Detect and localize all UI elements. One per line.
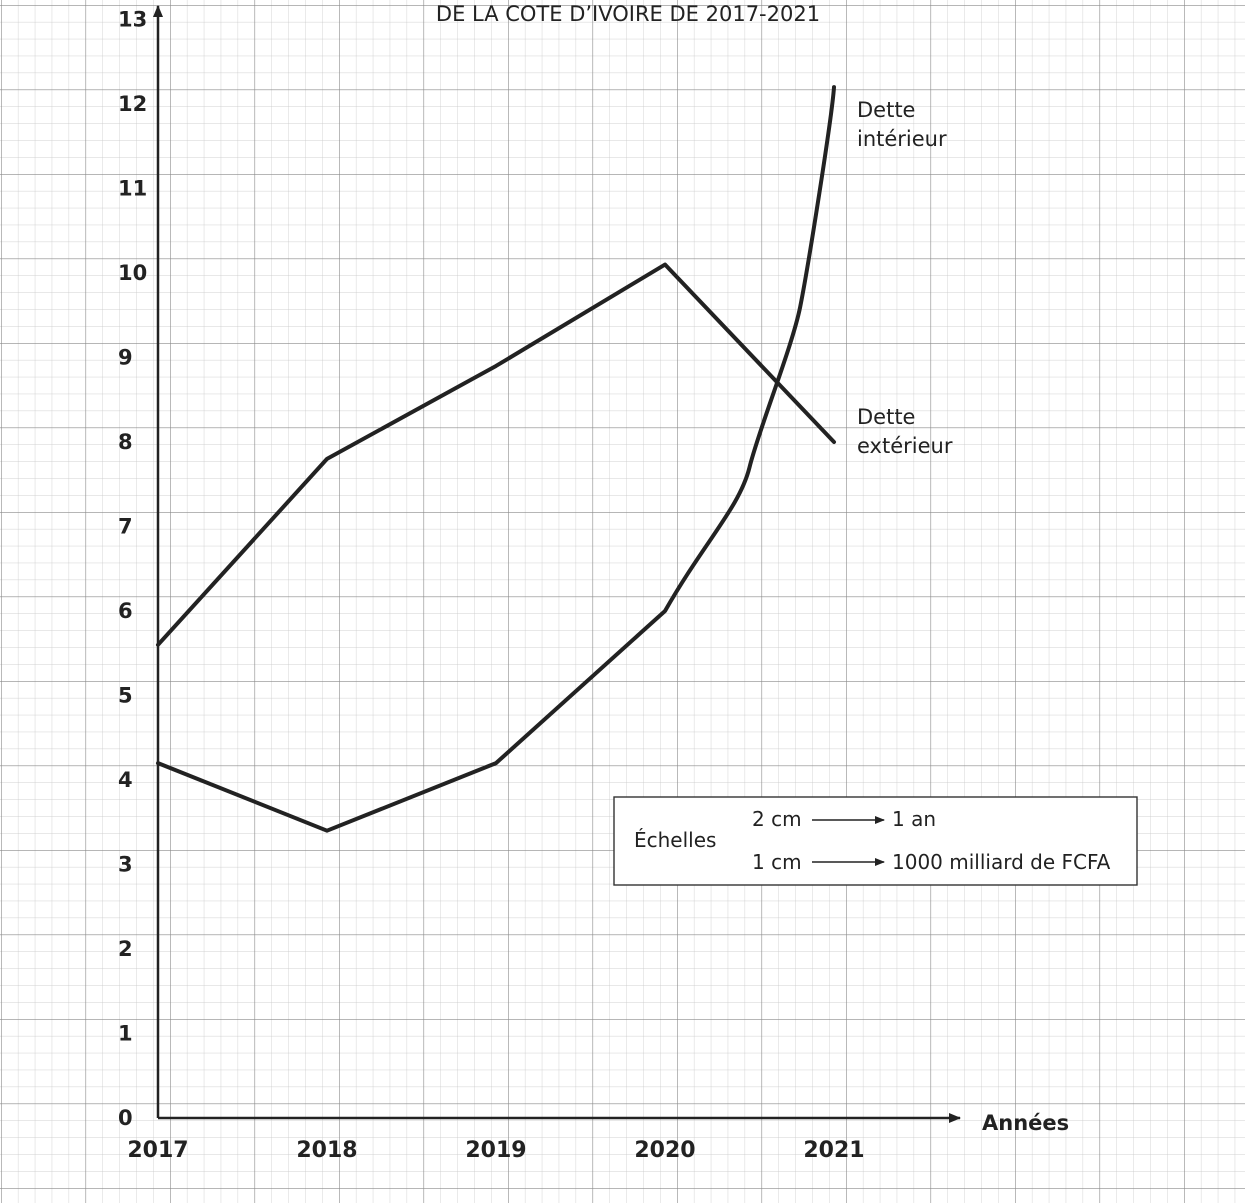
series-line-dette-exterieur	[156, 262, 836, 647]
y-tick-label: 13	[118, 8, 147, 32]
x-tick-label: 2019	[465, 1138, 526, 1163]
y-tick-label: 0	[118, 1106, 133, 1130]
series-line-dette-interieur	[156, 85, 836, 833]
series-label: Dette	[857, 405, 915, 429]
y-tick-label: 12	[118, 92, 147, 116]
scale-box: Échelles 2 cm 1 an 1 cm 1000 milliard de…	[613, 796, 1138, 886]
y-tick-label: 9	[118, 346, 133, 370]
x-tick-label: 2018	[296, 1138, 357, 1163]
scale-box-frame	[613, 796, 1138, 886]
scale-row-2-right: 1000 milliard de FCFA	[892, 850, 1111, 874]
chart-title: DE LA COTE D’IVOIRE DE 2017-2021	[436, 2, 820, 26]
series-label: intérieur	[857, 127, 947, 151]
y-tick-label: 4	[118, 768, 133, 792]
x-tick-labels: 2017 2018 2019 2020 2021	[127, 1138, 864, 1163]
scale-box-label: Échelles	[634, 828, 716, 852]
y-tick-label: 2	[118, 937, 133, 961]
x-axis-label: Années	[982, 1111, 1069, 1135]
series-label: extérieur	[857, 434, 953, 458]
y-tick-label: 11	[118, 177, 147, 201]
scale-row-1-right: 1 an	[892, 807, 936, 831]
y-tick-label: 6	[118, 599, 133, 623]
y-tick-label: 10	[118, 261, 147, 285]
y-tick-label: 3	[118, 853, 133, 877]
x-tick-label: 2020	[634, 1138, 695, 1163]
series-label: Dette	[857, 98, 915, 122]
x-tick-label: 2017	[127, 1138, 188, 1163]
series-labels: Dette intérieur Dette extérieur	[857, 98, 953, 458]
y-tick-label: 8	[118, 430, 133, 454]
y-tick-label: 7	[118, 515, 133, 539]
scale-row-2-left: 1 cm	[752, 850, 802, 874]
x-tick-label: 2021	[803, 1138, 864, 1163]
y-tick-label: 5	[118, 684, 133, 708]
y-tick-label: 1	[118, 1022, 133, 1046]
series-layer	[156, 85, 836, 833]
scale-row-1-left: 2 cm	[752, 807, 802, 831]
